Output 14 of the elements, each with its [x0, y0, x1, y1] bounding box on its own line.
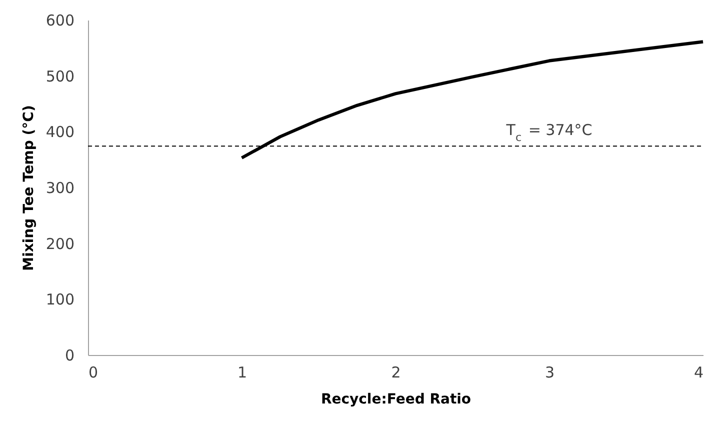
- x-tick-label: 2: [391, 364, 401, 382]
- y-tick-label: 300: [46, 179, 74, 197]
- y-tick-label: 0: [64, 346, 74, 364]
- y-tick-label: 500: [46, 67, 74, 86]
- y-tick-label: 200: [46, 234, 74, 253]
- x-axis-title: Recycle:Feed Ratio: [320, 392, 472, 408]
- x-tick-label: 3: [544, 364, 555, 382]
- y-tick-label: 100: [46, 290, 74, 309]
- y-tick-label: 600: [46, 12, 74, 30]
- x-tick-label: 0: [88, 364, 98, 382]
- x-tick-label: 4: [694, 364, 704, 382]
- y-tick-label: 400: [46, 123, 74, 142]
- y-axis-title: Mixing Tee Temp (°C): [20, 105, 37, 271]
- x-tick-label: 1: [237, 364, 248, 382]
